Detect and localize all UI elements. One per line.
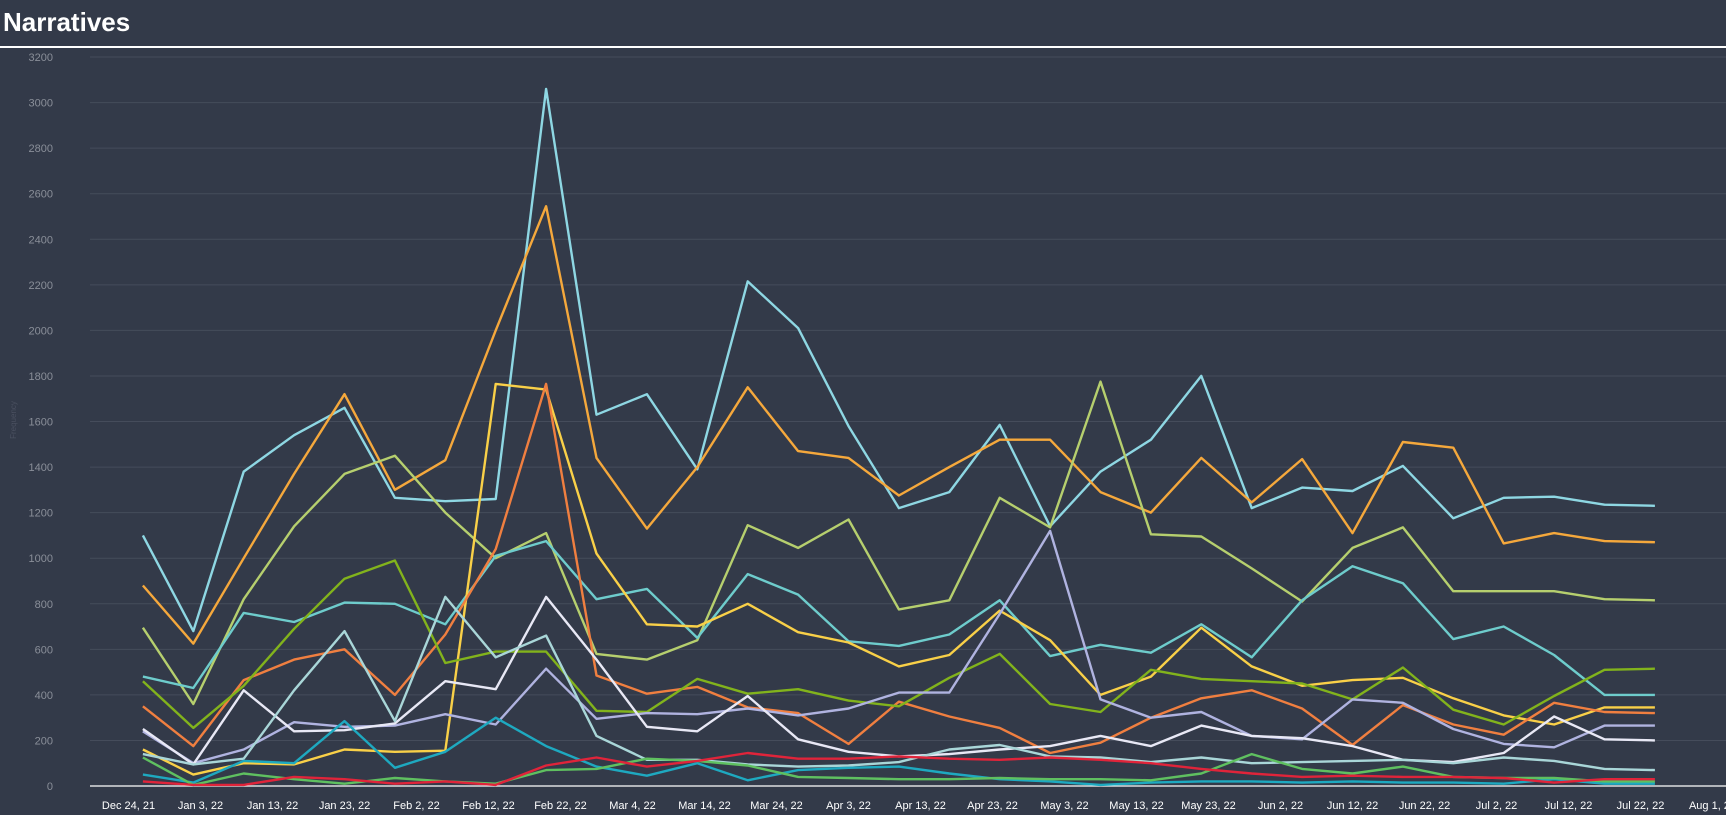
x-tick-label: Mar 4, 22	[609, 800, 655, 812]
y-tick-label: 0	[47, 781, 53, 793]
series-line-4	[142, 539, 1655, 697]
x-tick-label: Jan 3, 22	[178, 800, 223, 812]
page-header: Narratives	[0, 0, 1726, 48]
x-tick-label: Jun 22, 22	[1399, 800, 1450, 812]
x-tick-label: Mar 14, 22	[678, 800, 731, 812]
page-title: Narratives	[3, 7, 131, 37]
y-axis-ticks: 0 200 400 600 800 1000 1200 1400 1600 1800 2000 220…	[29, 52, 53, 793]
series-line-1	[141, 87, 1655, 633]
y-tick-label: 600	[35, 644, 53, 656]
x-tick-label: Feb 12, 22	[462, 800, 515, 812]
y-tick-label: 1600	[29, 417, 53, 429]
y-tick-label: 1800	[29, 371, 53, 383]
x-tick-label: Dec 24, 21	[102, 800, 155, 812]
x-tick-label: Apr 3, 22	[826, 800, 871, 812]
x-tick-label: Apr 23, 22	[967, 800, 1018, 812]
x-tick-label: Apr 13, 22	[895, 800, 946, 812]
series-line-8	[142, 529, 1655, 765]
y-tick-label: 1000	[29, 553, 53, 565]
series-line-13	[142, 751, 1655, 787]
series-line-2	[141, 204, 1655, 645]
x-tick-label: Jan 23, 22	[319, 800, 370, 812]
x-tick-label: Jun 12, 22	[1327, 800, 1378, 812]
y-tick-label: 200	[35, 735, 53, 747]
y-tick-label: 400	[35, 690, 53, 702]
series-line-12	[142, 752, 1655, 787]
x-tick-label: Feb 2, 22	[393, 800, 439, 812]
y-tick-label: 2800	[29, 143, 53, 155]
series-line-3	[141, 380, 1655, 706]
chart-gridlines	[90, 56, 1726, 787]
x-tick-label: Mar 24, 22	[750, 800, 803, 812]
x-tick-label: Jun 2, 22	[1258, 800, 1303, 812]
y-tick-label: 1200	[29, 508, 53, 520]
chart-series	[141, 87, 1655, 787]
series-line-6	[142, 382, 1655, 755]
y-tick-label: 3000	[29, 98, 53, 110]
series-line-9	[142, 595, 1655, 766]
y-tick-label: 2200	[29, 280, 53, 292]
series-line-10	[142, 595, 1655, 772]
y-tick-label: 3200	[29, 52, 53, 64]
x-tick-label: May 3, 22	[1040, 800, 1088, 812]
x-tick-label: Aug 1, 22	[1689, 800, 1726, 812]
x-tick-label: Jan 13, 22	[247, 800, 298, 812]
series-line-7	[142, 559, 1655, 730]
x-tick-label: Jul 12, 22	[1545, 800, 1593, 812]
y-tick-label: 2400	[29, 234, 53, 246]
y-axis-label: Frequency	[9, 401, 18, 439]
y-tick-label: 800	[35, 599, 53, 611]
x-tick-label: May 23, 22	[1181, 800, 1235, 812]
series-line-5	[142, 382, 1655, 776]
x-axis-ticks: Dec 24, 21 Jan 3, 22 Jan 13, 22 Jan 23, 22 F…	[102, 800, 1726, 812]
series-line-11	[142, 716, 1655, 787]
x-tick-label: May 13, 22	[1109, 800, 1163, 812]
y-tick-label: 2600	[29, 189, 53, 201]
y-tick-label: 1400	[29, 462, 53, 474]
x-tick-label: Jul 2, 22	[1476, 800, 1518, 812]
y-tick-label: 2000	[29, 325, 53, 337]
x-tick-label: Jul 22, 22	[1617, 800, 1665, 812]
x-tick-label: Feb 22, 22	[534, 800, 587, 812]
